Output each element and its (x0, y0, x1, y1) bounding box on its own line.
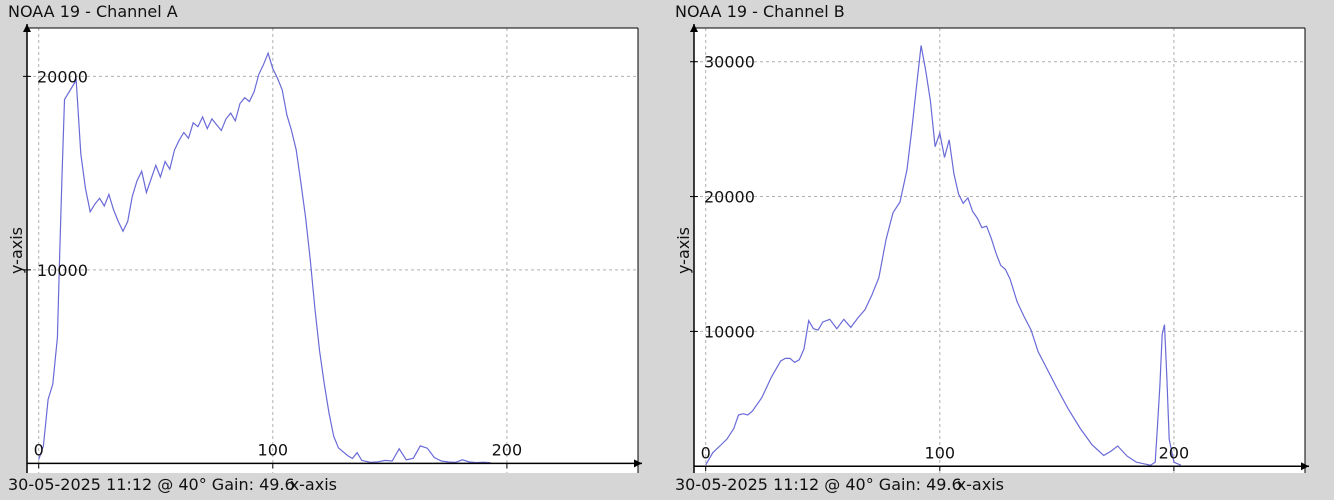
x-tick-label: 0 (34, 440, 44, 459)
chart-title: NOAA 19 - Channel A (8, 2, 178, 21)
chart-panel-b: NOAA 19 - Channel B 0 100 200 10000 20000 300… (667, 0, 1334, 500)
plot-area (694, 28, 1305, 473)
x-tick-label: 100 (925, 443, 956, 462)
series-line (38, 51, 491, 464)
capture-info: 30-05-2025 11:12 @ 40° Gain: 49.6x-axis (8, 475, 337, 494)
y-axis-label: y-axis (7, 227, 26, 274)
x-tick-label: 200 (492, 440, 523, 459)
x-axis-label: x-axis (289, 475, 337, 494)
y-axis-label: y-axis (674, 227, 693, 274)
capture-info-text: 30-05-2025 11:12 @ 40° Gain: 49.6 (8, 475, 295, 494)
y-axis-arrow (23, 24, 31, 32)
capture-info-text: 30-05-2025 11:12 @ 40° Gain: 49.6 (675, 475, 962, 494)
y-tick-label: 10000 (37, 261, 88, 280)
x-axis-arrow (1301, 462, 1309, 471)
y-tick-label: 30000 (704, 53, 755, 72)
series-line (705, 45, 1182, 466)
x-axis-arrow (634, 459, 642, 468)
chart-a-svg: 0 100 200 10000 20000 y-axis (7, 24, 642, 473)
chart-panel-a: NOAA 19 - Channel A 0 100 200 10000 20000 y-a… (7, 2, 642, 494)
x-tick-label: 100 (258, 440, 289, 459)
y-tick-label: 20000 (37, 67, 88, 86)
chart-title: NOAA 19 - Channel B (675, 2, 845, 21)
plot-area (27, 28, 638, 473)
x-tick-label: 0 (701, 443, 711, 462)
x-tick-label: 200 (1159, 443, 1190, 462)
y-axis-arrow (690, 24, 698, 32)
x-axis-label: x-axis (956, 475, 1004, 494)
capture-info: 30-05-2025 11:12 @ 40° Gain: 49.6x-axis (675, 475, 1004, 494)
chart-b-svg: 0 100 200 10000 20000 30000 y-axis (674, 24, 1309, 473)
y-tick-label: 10000 (704, 322, 755, 341)
y-tick-label: 20000 (704, 188, 755, 207)
